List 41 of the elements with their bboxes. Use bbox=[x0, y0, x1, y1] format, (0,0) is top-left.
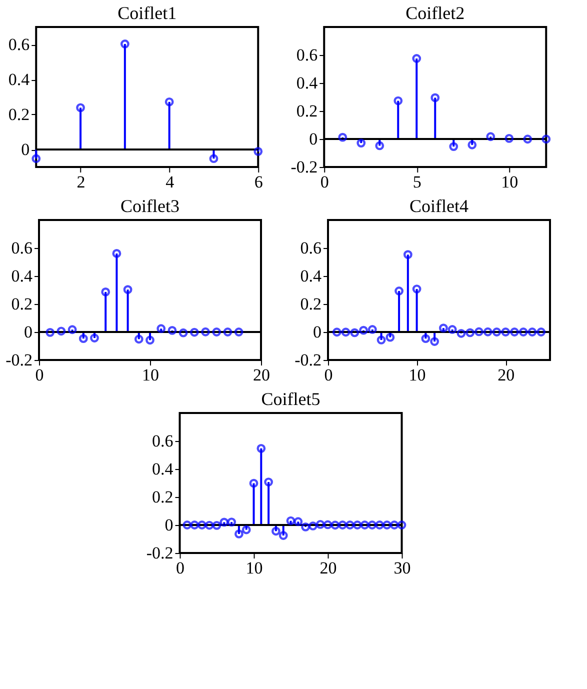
x-tick-label: 5 bbox=[412, 172, 422, 192]
x-tick-label: 6 bbox=[254, 172, 263, 192]
x-tick-label: 20 bbox=[498, 366, 515, 384]
x-tick-label: 10 bbox=[408, 366, 426, 384]
y-tick-label: 0.4 bbox=[300, 266, 322, 286]
y-tick-label: 0 bbox=[164, 516, 174, 534]
y-tick-label: 0 bbox=[309, 130, 318, 148]
y-tick-label: -0.2 bbox=[6, 350, 32, 370]
x-tick-label: 4 bbox=[166, 172, 175, 192]
y-tick-label: 0.2 bbox=[152, 488, 174, 506]
y-tick-label: 0 bbox=[21, 140, 30, 159]
y-tick-label: 0.6 bbox=[152, 432, 174, 450]
y-tick-label: 0.2 bbox=[11, 294, 32, 314]
y-tick-label: 0.4 bbox=[152, 460, 174, 478]
x-tick-label: 20 bbox=[253, 366, 270, 384]
y-tick-label: 0 bbox=[313, 322, 322, 342]
x-tick-label: 10 bbox=[246, 558, 263, 578]
chart-title: Coiflet1 bbox=[118, 3, 177, 23]
y-tick-label: 0 bbox=[24, 322, 32, 342]
y-tick-label: 0.6 bbox=[8, 35, 30, 54]
chart-title: Coiflet2 bbox=[406, 3, 465, 23]
y-tick-label: 0.2 bbox=[300, 294, 322, 314]
y-tick-label: 0.4 bbox=[11, 266, 33, 286]
chart-title: Coiflet5 bbox=[261, 389, 320, 409]
y-tick-label: 0.6 bbox=[300, 238, 322, 258]
chart-title: Coiflet3 bbox=[120, 196, 180, 216]
y-tick-label: 0.6 bbox=[11, 238, 32, 258]
y-tick-label: 0.2 bbox=[296, 102, 318, 120]
x-tick-label: 10 bbox=[501, 172, 518, 192]
x-tick-label: 2 bbox=[76, 172, 86, 192]
y-tick-label: 0.2 bbox=[8, 105, 30, 124]
y-tick-label: -0.2 bbox=[290, 158, 318, 176]
x-tick-label: 30 bbox=[394, 558, 411, 578]
y-tick-label: -0.2 bbox=[294, 350, 322, 370]
y-tick-label: -0.2 bbox=[146, 544, 174, 562]
y-tick-label: 0.6 bbox=[296, 46, 318, 64]
x-tick-label: 20 bbox=[320, 558, 337, 578]
x-tick-label: 10 bbox=[142, 366, 159, 384]
y-tick-label: 0.4 bbox=[296, 74, 318, 92]
y-tick-label: 0.4 bbox=[8, 70, 30, 89]
chart-title: Coiflet4 bbox=[410, 196, 468, 216]
